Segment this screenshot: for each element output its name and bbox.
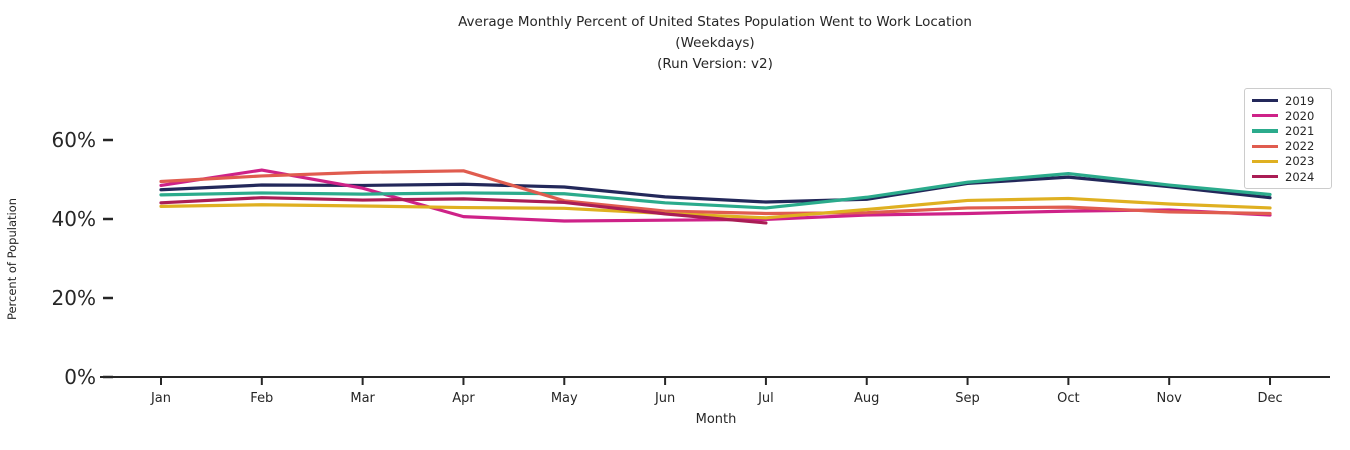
x-tick-label: Dec [1257,391,1282,406]
legend-item-2020: 2020 [1252,108,1324,123]
chart-title: Average Monthly Percent of United States… [80,12,1350,75]
legend-label-2019: 2019 [1285,93,1315,108]
legend-label-2024: 2024 [1285,169,1315,184]
line-2021 [159,171,1272,210]
x-tick-label: May [551,391,578,406]
chart-title-line-3: (Run Version: v2) [657,56,773,72]
chart-title-line-1: Average Monthly Percent of United States… [458,14,972,30]
legend-swatch-2020 [1252,114,1278,118]
legend-swatch-2023 [1252,159,1278,163]
x-tick-label: Jul [757,391,774,406]
line-2023 [159,196,1272,220]
legend: 2019 2020 2021 2022 2023 2024 [1244,88,1332,190]
legend-swatch-2022 [1252,144,1278,148]
x-tick-label: Jun [654,391,675,406]
x-tick-label: Jan [150,391,171,406]
y-axis-label: Percent of Population [5,197,19,321]
legend-swatch-2024 [1252,174,1278,179]
legend-item-2024: 2024 [1252,169,1324,184]
legend-item-2023: 2023 [1252,154,1324,169]
x-tick-label: Apr [452,391,475,406]
chart-title-line-2: (Weekdays) [675,35,755,51]
x-tick-label: Sep [955,391,980,406]
x-tick-label: Nov [1157,391,1183,406]
x-tick-label: Aug [854,391,879,406]
y-tick-label: 20% [52,286,96,310]
y-tick-label: 40% [52,207,96,231]
legend-swatch-2021 [1252,129,1278,133]
legend-swatch-2019 [1252,99,1278,103]
legend-item-2021: 2021 [1252,123,1324,138]
y-tick-label: 60% [52,128,96,152]
x-tick-label: Feb [250,391,273,406]
legend-item-2019: 2019 [1252,93,1324,108]
x-axis-label: Month [695,412,737,427]
y-tick-label: 0% [64,365,96,389]
line-2024 [159,196,768,225]
line-2022 [159,169,1272,216]
x-tick-label: Mar [350,391,375,406]
legend-label-2020: 2020 [1285,108,1315,123]
legend-label-2023: 2023 [1285,154,1315,169]
legend-item-2022: 2022 [1252,139,1324,154]
legend-label-2022: 2022 [1285,139,1315,154]
legend-label-2021: 2021 [1285,123,1315,138]
x-tick-label: Oct [1057,391,1079,406]
